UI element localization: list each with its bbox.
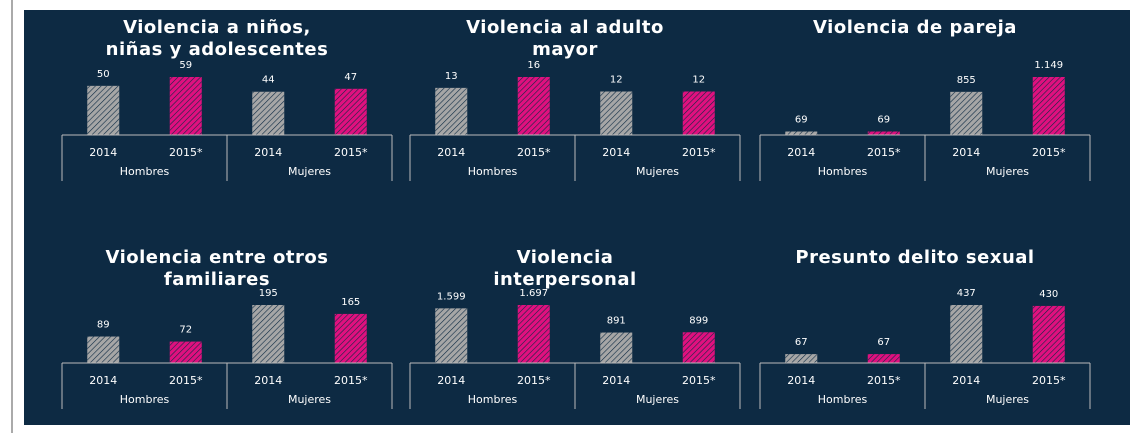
chart-title: mayor [532, 39, 598, 60]
chart-title: Violencia de pareja [813, 17, 1017, 38]
bar-hatch [950, 305, 983, 363]
chart-title: Presunto delito sexual [795, 247, 1034, 268]
bar-hatch [334, 88, 367, 135]
x-tick-label: 2014 [89, 146, 117, 159]
value-label: 430 [1039, 289, 1058, 300]
value-label: 165 [341, 297, 360, 308]
group-label: Mujeres [288, 165, 331, 178]
bar-hatch [867, 354, 900, 363]
chart-title: niñas y adolescentes [106, 39, 329, 60]
value-label: 13 [445, 71, 458, 82]
chart-title: Violencia al adulto [466, 17, 664, 38]
value-label: 44 [262, 75, 275, 86]
group-label: Hombres [468, 393, 518, 406]
bar-hatch [950, 91, 983, 135]
panel [24, 10, 1130, 425]
bar-hatch [252, 91, 285, 135]
group-label: Hombres [120, 165, 170, 178]
bar-hatch [1032, 305, 1065, 363]
x-tick-label: 2015* [1032, 374, 1066, 387]
group-label: Hombres [818, 165, 868, 178]
x-tick-label: 2015* [867, 374, 901, 387]
bar-hatch [252, 305, 285, 363]
value-label: 72 [179, 325, 192, 336]
value-label: 195 [259, 288, 278, 299]
value-label: 67 [877, 337, 890, 348]
value-label: 16 [527, 60, 540, 71]
chart-title: familiares [164, 269, 270, 290]
x-tick-label: 2015* [334, 374, 368, 387]
group-label: Mujeres [636, 393, 679, 406]
x-tick-label: 2014 [787, 146, 815, 159]
x-tick-label: 2015* [682, 374, 716, 387]
x-tick-label: 2015* [1032, 146, 1066, 159]
x-tick-label: 2014 [254, 374, 282, 387]
x-tick-label: 2014 [952, 146, 980, 159]
x-tick-label: 2015* [169, 374, 203, 387]
value-label: 437 [957, 288, 976, 299]
chart-title: Violencia entre otros [105, 247, 328, 268]
x-tick-label: 2015* [169, 146, 203, 159]
x-tick-label: 2014 [89, 374, 117, 387]
bar-hatch [435, 87, 468, 135]
x-tick-label: 2014 [602, 374, 630, 387]
value-label: 47 [344, 72, 357, 83]
value-label: 1.697 [519, 288, 548, 299]
value-label: 891 [607, 316, 626, 327]
x-tick-label: 2015* [334, 146, 368, 159]
bar-hatch [600, 332, 633, 363]
bar-hatch [785, 354, 818, 363]
chart-title: Violencia [517, 247, 614, 268]
group-label: Hombres [818, 393, 868, 406]
x-tick-label: 2014 [437, 146, 465, 159]
group-label: Hombres [120, 393, 170, 406]
bar-hatch [517, 77, 550, 135]
group-label: Mujeres [288, 393, 331, 406]
bar-hatch [169, 77, 202, 135]
chart-title: interpersonal [493, 269, 636, 290]
chart-title: Violencia a niños, [123, 17, 311, 38]
value-label: 67 [795, 337, 808, 348]
group-label: Mujeres [986, 393, 1029, 406]
value-label: 1.599 [437, 291, 466, 302]
bar-hatch [1032, 77, 1065, 135]
x-tick-label: 2014 [602, 146, 630, 159]
x-tick-label: 2015* [682, 146, 716, 159]
value-label: 69 [877, 115, 890, 126]
bar-hatch [169, 341, 202, 363]
bar-hatch [435, 308, 468, 363]
value-label: 899 [689, 315, 708, 326]
x-tick-label: 2014 [787, 374, 815, 387]
value-label: 89 [97, 320, 110, 331]
bar-hatch [785, 131, 818, 135]
value-label: 12 [610, 75, 623, 86]
bar-hatch [87, 336, 120, 363]
bar-hatch [682, 332, 715, 363]
value-label: 50 [97, 69, 110, 80]
group-label: Mujeres [986, 165, 1029, 178]
value-label: 1.149 [1034, 60, 1063, 71]
x-tick-label: 2014 [254, 146, 282, 159]
bar-hatch [867, 131, 900, 135]
group-label: Mujeres [636, 165, 679, 178]
value-label: 12 [692, 75, 705, 86]
bar-hatch [682, 91, 715, 135]
x-tick-label: 2014 [437, 374, 465, 387]
x-tick-label: 2014 [952, 374, 980, 387]
bar-hatch [517, 305, 550, 363]
bar-hatch [334, 313, 367, 363]
x-tick-label: 2015* [517, 146, 551, 159]
bar-hatch [87, 85, 120, 135]
bar-hatch [600, 91, 633, 135]
x-tick-label: 2015* [867, 146, 901, 159]
value-label: 69 [795, 115, 808, 126]
group-label: Hombres [468, 165, 518, 178]
value-label: 59 [179, 60, 192, 71]
x-tick-label: 2015* [517, 374, 551, 387]
value-label: 855 [957, 75, 976, 86]
